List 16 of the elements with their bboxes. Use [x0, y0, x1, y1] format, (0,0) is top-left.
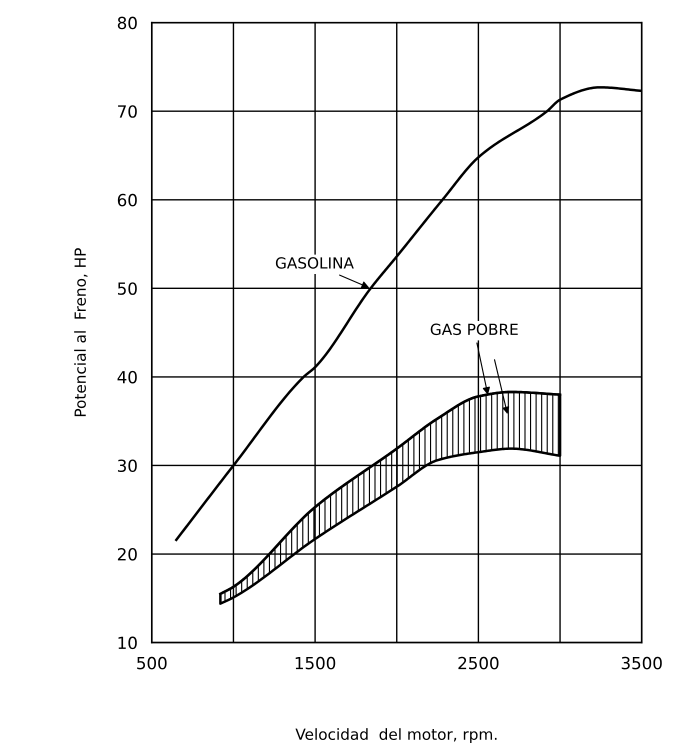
x-tick-label: 2500: [458, 656, 498, 670]
y-tick-label: 40: [118, 370, 137, 384]
y-tick-label: 10: [118, 636, 137, 650]
x-axis-title: Velocidad del motor, rpm.: [295, 728, 497, 743]
x-tick-label: 500: [137, 656, 167, 670]
y-tick-label: 20: [118, 548, 137, 561]
y-tick-label: 50: [118, 282, 137, 295]
y-tick-label: 60: [118, 194, 137, 206]
y-tick-label: 30: [118, 459, 137, 472]
x-tick-label: 1500: [296, 656, 336, 670]
text: GAS POBRE: [430, 324, 518, 336]
x-tick-label: 3500: [622, 656, 662, 670]
y-axis-title: Potencial al Freno, HP: [74, 248, 88, 416]
y-tick-label: 80: [118, 16, 137, 30]
y-tick-label: 70: [118, 105, 137, 118]
series-label: GASOLINA: [276, 257, 354, 269]
